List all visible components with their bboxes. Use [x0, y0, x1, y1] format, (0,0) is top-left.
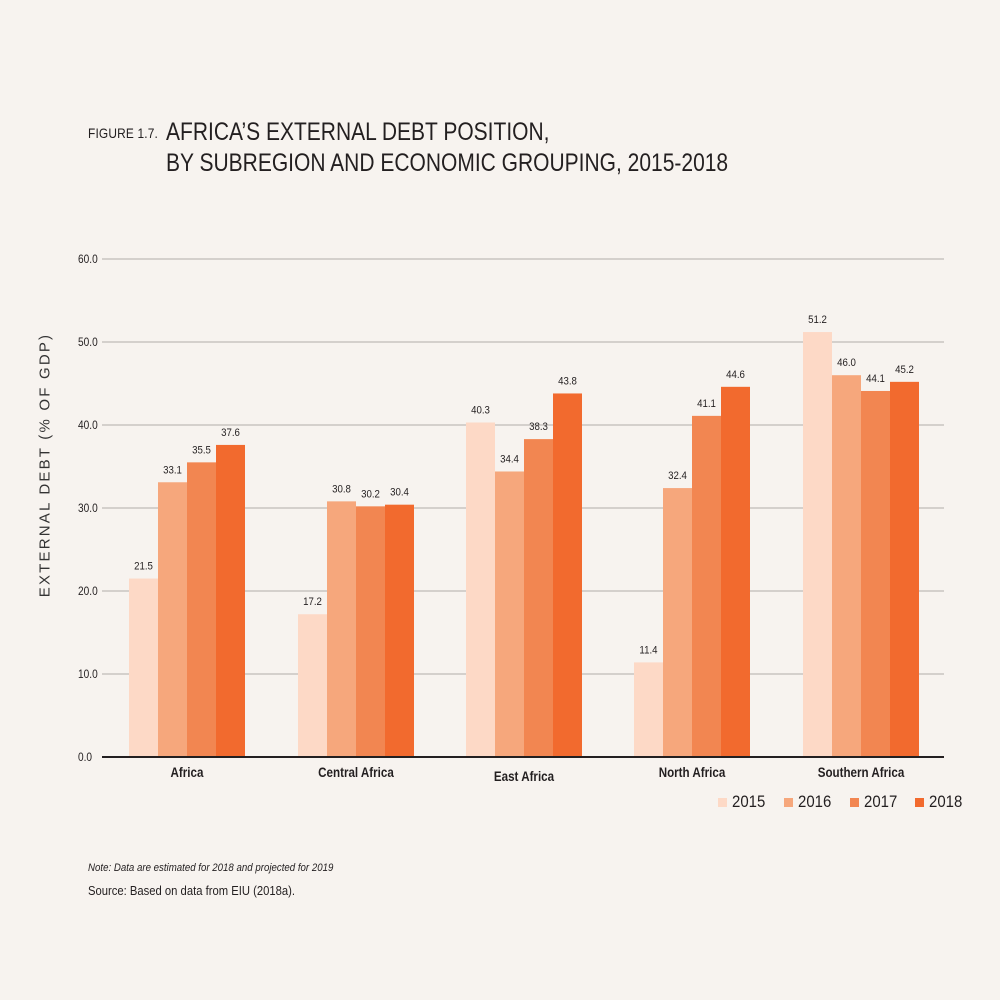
bar	[861, 390, 890, 757]
data-label: 45.2	[895, 364, 914, 376]
legend-item: 2015	[718, 792, 770, 812]
data-label: 32.4	[668, 471, 687, 483]
x-category-label: Africa	[171, 765, 205, 780]
bar	[187, 462, 216, 757]
bar	[129, 578, 158, 757]
figure-title-line-2: BY SUBREGION AND ECONOMIC GROUPING, 2015…	[166, 149, 729, 177]
data-label: 44.6	[726, 369, 745, 381]
legend-label: 2015	[732, 792, 766, 811]
bar	[634, 662, 663, 757]
bar	[803, 332, 832, 757]
data-label: 34.4	[500, 454, 519, 466]
bar	[721, 386, 750, 757]
data-label: 35.5	[192, 445, 211, 457]
figure-title-line-1: AFRICA’S EXTERNAL DEBT POSITION,	[166, 118, 550, 146]
data-label: 30.4	[390, 487, 409, 499]
chart-note: Note: Data are estimated for 2018 and pr…	[88, 862, 334, 874]
bar	[216, 444, 245, 757]
legend-swatch	[783, 797, 793, 807]
legend-item: 2017	[849, 792, 902, 812]
bar	[663, 488, 692, 757]
data-label: 30.8	[332, 484, 351, 496]
data-label: 44.1	[866, 373, 885, 385]
bar	[158, 482, 187, 757]
legend-item: 2018	[915, 792, 967, 812]
data-label: 37.6	[221, 427, 240, 439]
bar	[495, 471, 524, 757]
bar	[832, 375, 861, 757]
bar	[298, 614, 327, 757]
bar	[466, 422, 495, 757]
bar	[524, 439, 553, 757]
data-label: 11.4	[639, 645, 657, 657]
data-label: 46.0	[837, 358, 856, 370]
data-label: 21.5	[134, 561, 153, 573]
legend-label: 2018	[929, 792, 963, 811]
data-label: 41.1	[697, 398, 716, 410]
legend-swatch	[849, 797, 859, 807]
data-label: 17.2	[303, 597, 322, 609]
chart-source: Source: Based on data from EIU (2018a).	[88, 884, 295, 898]
data-label: 30.2	[361, 489, 380, 501]
legend-label: 2016	[797, 792, 832, 811]
bar	[356, 506, 385, 757]
legend-swatch	[915, 797, 925, 807]
x-category-label: North Africa	[659, 765, 727, 780]
y-tick-label: 0.0	[78, 751, 92, 764]
legend-swatch	[718, 797, 727, 807]
y-tick-label: 60.0	[78, 253, 98, 266]
legend: 2015 2016 2017 2018	[718, 792, 967, 812]
y-tick-label: 40.0	[78, 419, 98, 432]
figure-number: FIGURE 1.7.	[88, 125, 158, 141]
figure-title: AFRICA’S EXTERNAL DEBT POSITION, BY SUBR…	[166, 117, 728, 179]
data-label: 33.1	[163, 465, 182, 477]
bar	[553, 393, 582, 757]
y-tick-label: 30.0	[78, 502, 98, 515]
bar	[692, 415, 721, 757]
data-label: 38.3	[529, 422, 548, 434]
bar	[327, 501, 356, 757]
bar	[385, 504, 414, 757]
x-category-label: Central Africa	[318, 765, 395, 780]
bar	[890, 381, 919, 757]
y-tick-label: 50.0	[78, 336, 98, 349]
data-label: 51.2	[808, 315, 827, 327]
x-category-label: East Africa	[494, 769, 555, 784]
y-tick-label: 20.0	[78, 585, 98, 598]
data-label: 40.3	[471, 405, 490, 417]
legend-label: 2017	[863, 792, 897, 811]
x-category-label: Southern Africa	[818, 765, 905, 780]
data-label: 43.8	[558, 376, 577, 388]
legend-item: 2016	[783, 792, 836, 812]
y-tick-label: 10.0	[78, 668, 98, 681]
